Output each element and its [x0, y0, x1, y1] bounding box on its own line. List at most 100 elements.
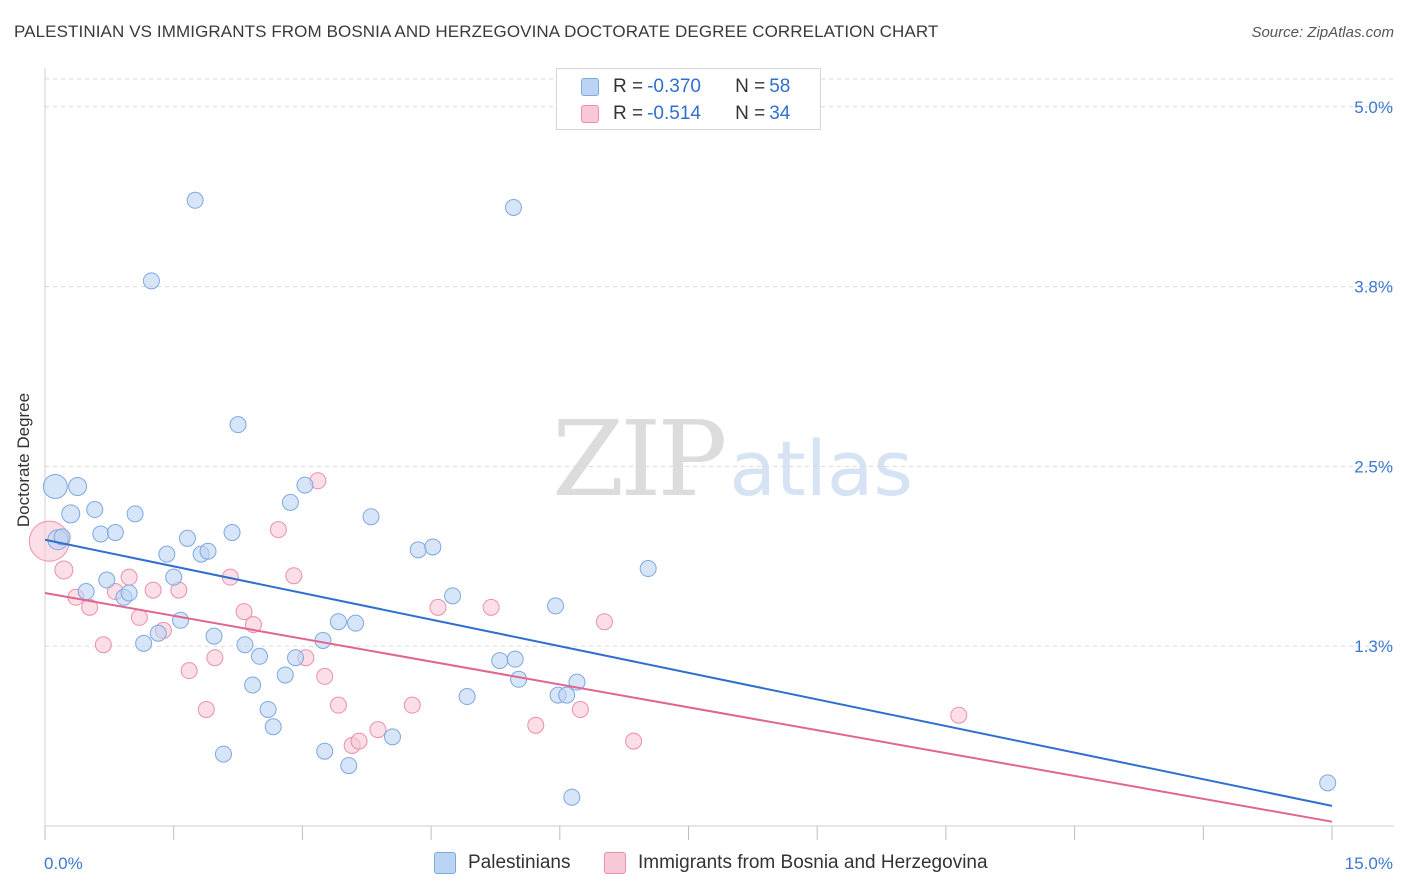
legend-n-label: N = — [735, 76, 766, 97]
palestinian-point — [276, 666, 294, 684]
palestinian-point — [340, 757, 358, 775]
palestinian-point — [229, 416, 247, 434]
palestinian-point — [259, 700, 277, 718]
correlation-legend: R = -0.370 N = 58 R = -0.514 N = 34 — [556, 68, 821, 130]
palestinian-point — [86, 501, 104, 519]
palestinian-point — [149, 624, 167, 642]
bosnia-point — [180, 662, 198, 680]
axis-layer — [44, 68, 1394, 840]
palestinian-point — [158, 545, 176, 563]
trend-lines-layer — [44, 538, 1333, 823]
palestinian-point — [223, 524, 241, 542]
palestinian-point — [383, 728, 401, 746]
bosnia-point — [369, 721, 387, 739]
palestinian-point — [199, 542, 217, 560]
series-legend-bosnia[interactable]: Immigrants from Bosnia and Herzegovina — [604, 852, 988, 874]
palestinian-points-layer — [42, 191, 1337, 806]
bosnia-point — [429, 598, 447, 616]
bosnia-points-layer — [28, 472, 968, 754]
bosnia-point — [482, 598, 500, 616]
bosnia-point — [350, 732, 368, 750]
source-label: Source: ZipAtlas.com — [1251, 24, 1394, 41]
y-tick-label: 2.5% — [1354, 457, 1393, 476]
palestinian-point — [205, 627, 223, 645]
palestinian-point — [142, 272, 160, 290]
bosnia-point — [81, 598, 99, 616]
palestinian-point — [458, 688, 476, 706]
palestinian-point — [126, 505, 144, 523]
bosnia-point — [54, 560, 74, 580]
palestinian-point — [347, 614, 365, 632]
palestinian-point — [172, 611, 190, 629]
palestinian-point — [444, 587, 462, 605]
palestinian-point — [244, 676, 262, 694]
palestinian-point — [53, 528, 71, 546]
palestinian-point — [362, 508, 380, 526]
series-label: Immigrants from Bosnia and Herzegovina — [638, 852, 988, 873]
bosnia-point — [950, 706, 968, 724]
palestinian-point — [639, 560, 657, 578]
legend-n-value: 34 — [769, 103, 791, 124]
bosnia-point — [94, 636, 112, 654]
palestinian-point — [409, 541, 427, 559]
legend-r-label: R = — [613, 103, 644, 124]
bosnia-trend-line — [44, 591, 1333, 823]
series-legend: Palestinians Immigrants from Bosnia and … — [0, 852, 1406, 878]
legend-row-palestinians: R = -0.370 N = 58 — [581, 75, 790, 99]
bosnia-point — [527, 716, 545, 734]
legend-n-value: 58 — [769, 76, 791, 97]
bosnia-point — [329, 696, 347, 714]
palestinian-point — [98, 571, 116, 589]
series-legend-palestinians[interactable]: Palestinians — [434, 852, 570, 874]
bosnia-point — [285, 567, 303, 585]
y-axis-label: Doctorate Degree — [14, 392, 33, 528]
palestinian-point — [506, 650, 524, 668]
palestinian-point — [491, 652, 509, 670]
series-label: Palestinians — [468, 852, 571, 873]
legend-n-label: N = — [735, 103, 766, 124]
palestinian-point — [287, 649, 305, 667]
series-swatch-pink — [604, 852, 626, 874]
bosnia-point — [269, 521, 287, 539]
palestinian-point — [281, 493, 299, 511]
grid-layer — [45, 78, 1394, 647]
palestinian-point — [563, 788, 581, 806]
palestinian-point — [165, 568, 183, 586]
palestinian-point — [106, 524, 124, 542]
palestinian-point — [68, 477, 88, 497]
x-tick-label: 0.0% — [44, 854, 83, 873]
bosnia-point — [316, 667, 334, 685]
palestinian-point — [1319, 774, 1337, 792]
bosnia-point — [625, 732, 643, 750]
palestinian-point — [236, 636, 254, 654]
palestinian-point — [329, 613, 347, 631]
palestinian-point — [296, 476, 314, 494]
legend-row-bosnia: R = -0.514 N = 34 — [581, 102, 790, 126]
watermark: ZIPatlas — [552, 398, 913, 520]
bosnia-point — [197, 700, 215, 718]
palestinian-point — [77, 583, 95, 601]
palestinian-point — [186, 191, 204, 209]
watermark-zip: ZIP — [552, 398, 727, 520]
bosnia-point — [595, 613, 613, 631]
palestinian-point — [120, 584, 138, 602]
legend-r-value: -0.370 — [647, 76, 701, 97]
palestinian-point — [558, 686, 576, 704]
bosnia-point — [206, 649, 224, 667]
palestinian-point — [61, 504, 81, 524]
x-tick-label: 15.0% — [1345, 854, 1393, 873]
palestinian-point — [178, 529, 196, 547]
chart-title: PALESTINIAN VS IMMIGRANTS FROM BOSNIA AN… — [14, 22, 939, 41]
bosnia-point — [130, 608, 148, 626]
bosnia-point — [235, 603, 253, 621]
y-tick-label: 1.3% — [1354, 637, 1393, 656]
legend-r-label: R = — [613, 76, 644, 97]
bosnia-point — [571, 700, 589, 718]
legend-swatch-blue — [581, 78, 599, 96]
palestinian-point — [251, 647, 268, 665]
bosnia-point — [144, 581, 162, 599]
palestinian-point — [92, 525, 110, 543]
bosnia-point — [120, 568, 138, 586]
watermark-atlas: atlas — [729, 424, 913, 513]
